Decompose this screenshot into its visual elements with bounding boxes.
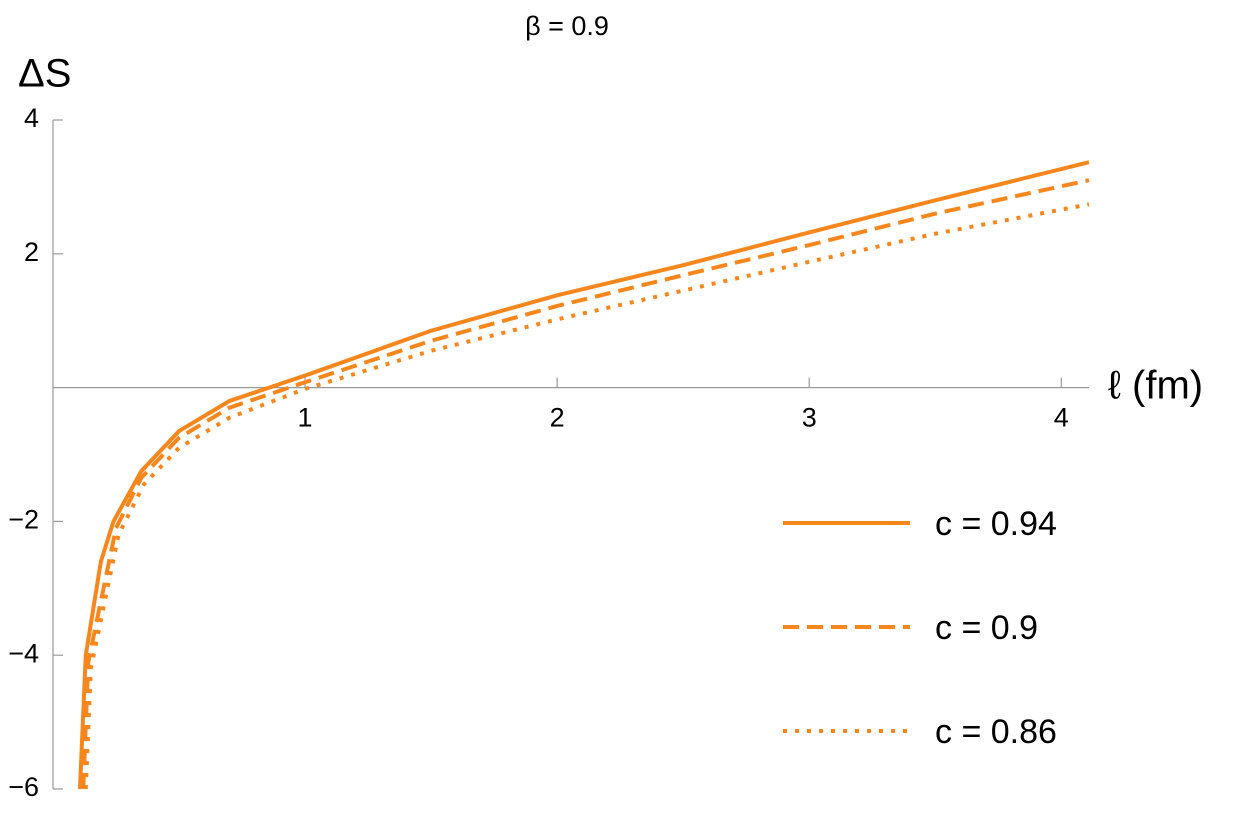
x-tick-label: 4 bbox=[1054, 403, 1069, 433]
line-series bbox=[81, 178, 1090, 790]
legend-label: c = 0.86 bbox=[935, 713, 1057, 751]
x-tick-label: 2 bbox=[550, 403, 565, 433]
line-series bbox=[77, 160, 1090, 790]
y-tick-label: −4 bbox=[8, 638, 39, 668]
y-tick-label: 2 bbox=[24, 237, 39, 267]
chart-title: β = 0.9 bbox=[525, 11, 609, 41]
y-tick-label: −2 bbox=[8, 505, 39, 535]
y-axis-label: ΔS bbox=[18, 52, 71, 96]
x-tick-label: 1 bbox=[298, 403, 313, 433]
y-tick-label: 4 bbox=[24, 103, 39, 133]
legend-label: c = 0.94 bbox=[935, 505, 1057, 543]
line-series bbox=[83, 202, 1090, 790]
y-tick-label: −6 bbox=[8, 772, 39, 802]
legend-label: c = 0.9 bbox=[935, 609, 1038, 647]
x-axis-label: ℓ (fm) bbox=[1108, 364, 1203, 408]
x-tick-label: 3 bbox=[802, 403, 817, 433]
